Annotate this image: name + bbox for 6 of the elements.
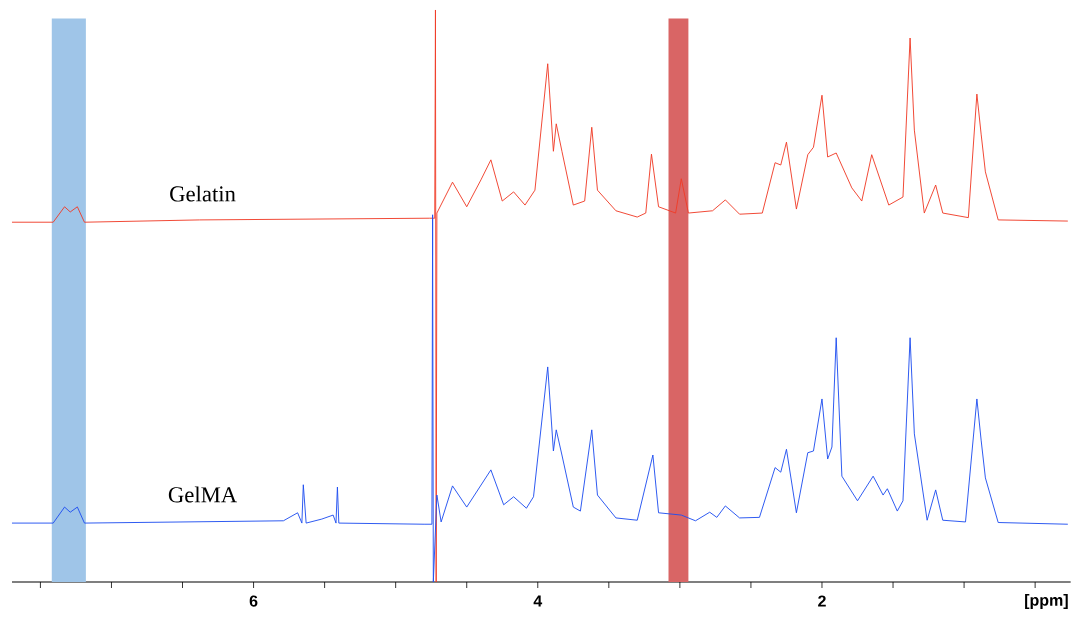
x-tick-label: 4 — [533, 595, 543, 607]
series-label: GelMA — [168, 486, 238, 503]
x-tick-label: 2 — [818, 595, 826, 607]
x-tick-label: 6 — [249, 595, 258, 607]
x-axis-title: [ppm] — [1025, 594, 1068, 609]
series-label: Gelatin — [170, 185, 236, 202]
